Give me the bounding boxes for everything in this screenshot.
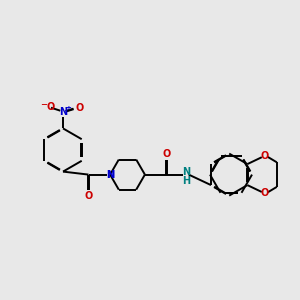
Text: N: N (182, 167, 190, 177)
Text: O: O (261, 188, 269, 199)
Text: O: O (75, 103, 84, 113)
Text: O: O (261, 151, 269, 161)
Text: N: N (106, 169, 114, 180)
Text: O: O (46, 101, 55, 112)
Text: −: − (40, 100, 47, 109)
Text: H: H (182, 176, 190, 186)
Text: O: O (84, 190, 93, 201)
Text: +: + (65, 105, 71, 111)
Text: N: N (106, 169, 114, 180)
Text: N: N (59, 107, 67, 117)
Text: O: O (162, 148, 171, 159)
